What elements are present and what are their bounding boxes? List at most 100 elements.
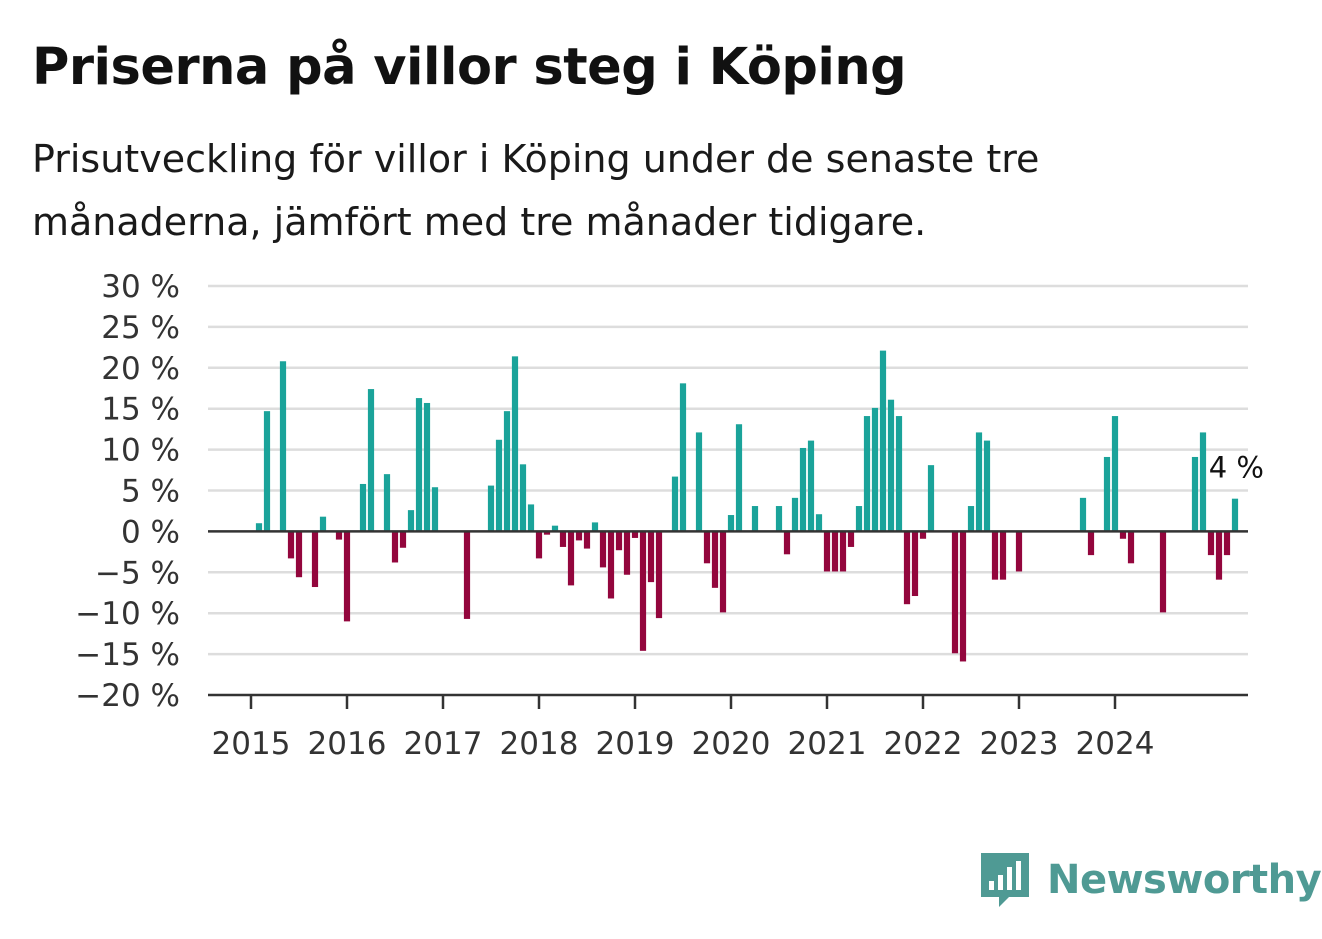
bar xyxy=(711,531,719,588)
chart-title: Priserna på villor steg i Köping xyxy=(32,38,907,97)
bar xyxy=(399,531,407,548)
bar xyxy=(1127,531,1135,564)
bar xyxy=(895,416,903,532)
y-tick-label: 25 % xyxy=(101,310,180,346)
bar xyxy=(1087,531,1095,556)
gridlines xyxy=(208,284,1248,656)
x-tick-label: 2015 xyxy=(212,726,291,762)
bar xyxy=(839,531,847,572)
bar xyxy=(423,402,431,532)
bar xyxy=(959,531,967,662)
bar xyxy=(1215,531,1223,580)
bar xyxy=(319,516,327,532)
bar xyxy=(863,416,871,532)
bar xyxy=(1111,416,1119,532)
x-tick-label: 2022 xyxy=(884,726,963,762)
bar xyxy=(783,531,791,555)
y-tick-label: 30 % xyxy=(101,269,180,305)
bar xyxy=(911,531,919,597)
bar xyxy=(359,483,367,532)
y-tick-label: −20 % xyxy=(75,678,180,714)
x-tick-label: 2024 xyxy=(1076,726,1155,762)
chart-subtitle: Prisutveckling för villor i Köping under… xyxy=(32,137,1040,244)
y-axis-tick-labels: 30 % 25 % 20 % 15 % 10 % 5 % 0 % −5 % −10 % −15 %… xyxy=(75,269,180,714)
bar xyxy=(551,525,559,532)
bar xyxy=(591,522,599,532)
bar xyxy=(487,485,495,532)
bar xyxy=(679,383,687,532)
bar xyxy=(999,531,1007,580)
bar xyxy=(519,464,527,532)
bar xyxy=(607,531,615,599)
bar xyxy=(1199,432,1207,532)
bar xyxy=(847,531,855,547)
bar xyxy=(391,531,399,563)
bar xyxy=(343,531,351,622)
last-value-label: 4 % xyxy=(1209,451,1264,485)
bar xyxy=(463,531,471,619)
brand-name: Newsworthy xyxy=(1047,857,1322,903)
bar xyxy=(751,506,759,532)
bar xyxy=(887,399,895,532)
bar xyxy=(671,476,679,532)
newsworthy-logo: Newsworthy xyxy=(981,850,1322,910)
bar xyxy=(1191,456,1199,532)
bar xyxy=(727,515,735,532)
bar xyxy=(631,531,639,538)
bar xyxy=(1223,531,1231,556)
y-tick-label: 10 % xyxy=(101,433,180,469)
bar xyxy=(559,531,567,547)
bar xyxy=(367,389,375,532)
bar xyxy=(647,531,655,583)
bar xyxy=(407,510,415,532)
bar xyxy=(639,531,647,651)
bar xyxy=(1207,531,1215,556)
bar xyxy=(263,411,271,532)
y-tick-label: 20 % xyxy=(101,351,180,387)
bar xyxy=(1119,531,1127,539)
bar xyxy=(967,506,975,532)
bar xyxy=(495,439,503,532)
bar xyxy=(991,531,999,580)
y-tick-label: 15 % xyxy=(101,392,180,428)
bar xyxy=(735,424,743,532)
x-tick-label: 2019 xyxy=(596,726,675,762)
y-tick-label: 5 % xyxy=(121,474,180,510)
bar xyxy=(695,432,703,532)
bar xyxy=(335,531,343,540)
bar xyxy=(719,531,727,613)
bar xyxy=(255,523,263,532)
bar xyxy=(951,531,959,654)
x-tick-label: 2018 xyxy=(500,726,579,762)
bar xyxy=(879,350,887,532)
bar xyxy=(311,531,319,588)
bar xyxy=(279,361,287,532)
bar xyxy=(855,506,863,532)
bar xyxy=(295,531,303,578)
bar xyxy=(903,531,911,605)
x-tick-label: 2023 xyxy=(980,726,1059,762)
y-tick-label: −5 % xyxy=(95,555,180,591)
bar xyxy=(871,407,879,532)
bar xyxy=(287,531,295,559)
bar xyxy=(703,531,711,564)
bar xyxy=(615,531,623,551)
x-tick-label: 2017 xyxy=(404,726,483,762)
bar xyxy=(623,531,631,575)
bar xyxy=(1079,497,1087,532)
bar xyxy=(511,356,519,532)
bar xyxy=(583,531,591,549)
y-tick-label: 0 % xyxy=(121,514,180,550)
bar xyxy=(567,531,575,586)
x-axis-ticks: 2015 2016 2017 2018 2019 2020 2021 2022 2023 2024 xyxy=(212,695,1155,762)
bar xyxy=(775,506,783,532)
bar xyxy=(831,531,839,572)
bar xyxy=(599,531,607,568)
bar xyxy=(655,531,663,619)
bars xyxy=(255,350,1239,662)
bar xyxy=(1159,531,1167,613)
bar xyxy=(823,531,831,572)
bar xyxy=(1231,498,1239,532)
bar xyxy=(503,411,511,532)
